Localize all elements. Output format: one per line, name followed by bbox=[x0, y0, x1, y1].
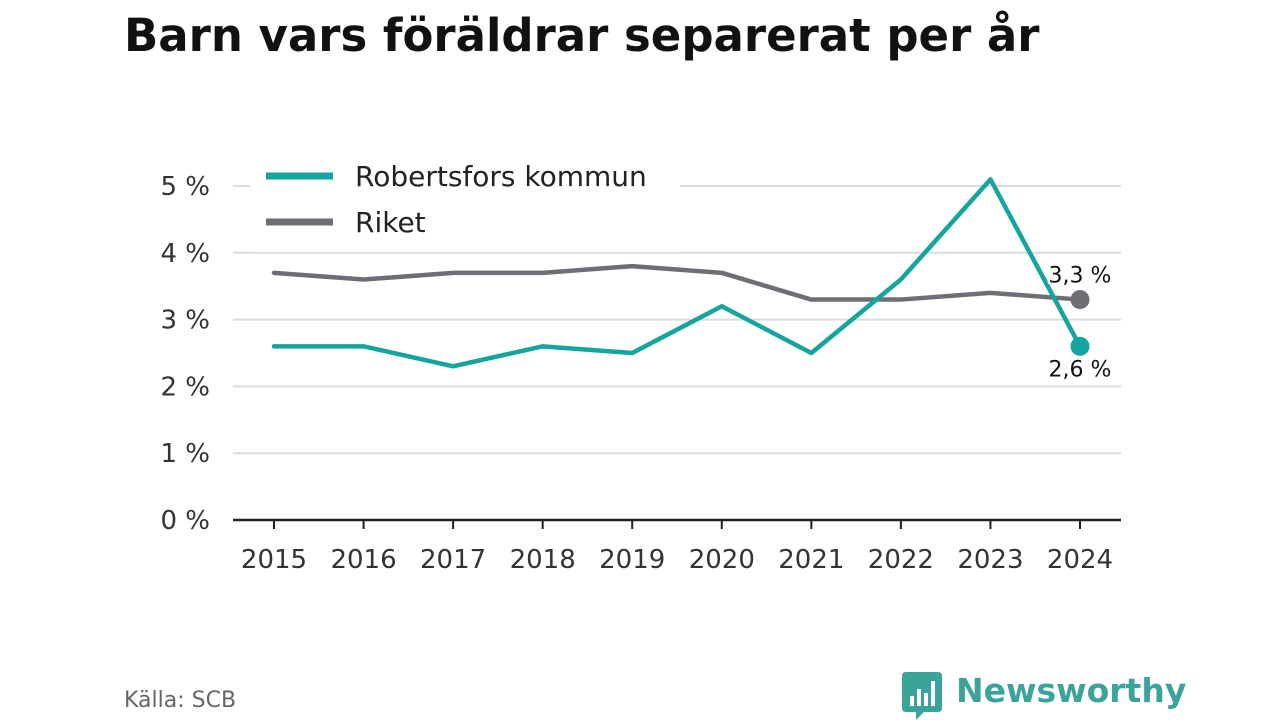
y-tick-label: 0 % bbox=[160, 506, 210, 536]
end-point-riket bbox=[1070, 290, 1090, 310]
x-tick-label: 2018 bbox=[510, 545, 576, 575]
source-note: Källa: SCB bbox=[124, 688, 237, 713]
x-axis bbox=[233, 518, 1121, 529]
x-tick-label: 2019 bbox=[599, 545, 665, 575]
end-value-labels: 2,6 % 3,3 % bbox=[1046, 261, 1114, 385]
legend-label-robertsfors: Robertsfors kommun bbox=[355, 160, 647, 193]
legend: Robertsfors kommun Riket bbox=[250, 150, 680, 252]
series-lines bbox=[271, 177, 1090, 369]
end-value-label-robertsfors: 2,6 % bbox=[1049, 357, 1112, 382]
bar-chart-speech-bubble-icon bbox=[902, 672, 942, 720]
y-tick-label: 5 % bbox=[160, 172, 210, 202]
y-axis-tick-labels: 0 % 1 % 2 % 3 % 4 % 5 % bbox=[160, 172, 210, 536]
chart-title: Barn vars föräldrar separerat per år bbox=[124, 9, 1040, 62]
x-axis-tick-labels: 2015 2016 2017 2018 2019 2020 2021 2022 2023 2024 bbox=[241, 545, 1113, 575]
y-tick-label: 4 % bbox=[160, 239, 210, 269]
legend-label-riket: Riket bbox=[355, 206, 426, 239]
y-tick-label: 1 % bbox=[160, 439, 210, 469]
x-tick-label: 2017 bbox=[420, 545, 486, 575]
series-line-riket bbox=[271, 263, 1083, 302]
gridlines bbox=[233, 185, 1121, 455]
x-tick-label: 2022 bbox=[868, 545, 934, 575]
x-tick-label: 2021 bbox=[778, 545, 844, 575]
legend-background bbox=[250, 150, 680, 252]
end-point-robertsfors bbox=[1070, 336, 1090, 356]
end-value-label-riket: 3,3 % bbox=[1049, 264, 1112, 289]
x-tick-label: 2023 bbox=[957, 545, 1023, 575]
x-tick-label: 2024 bbox=[1047, 545, 1113, 575]
x-tick-label: 2020 bbox=[689, 545, 755, 575]
x-tick-label: 2016 bbox=[330, 545, 396, 575]
series-line-robertsfors bbox=[271, 177, 1083, 369]
y-tick-label: 3 % bbox=[160, 306, 210, 336]
brand-name: Newsworthy bbox=[956, 671, 1187, 710]
brand: Newsworthy bbox=[902, 670, 1186, 720]
x-tick-label: 2015 bbox=[241, 545, 307, 575]
y-tick-label: 2 % bbox=[160, 372, 210, 402]
